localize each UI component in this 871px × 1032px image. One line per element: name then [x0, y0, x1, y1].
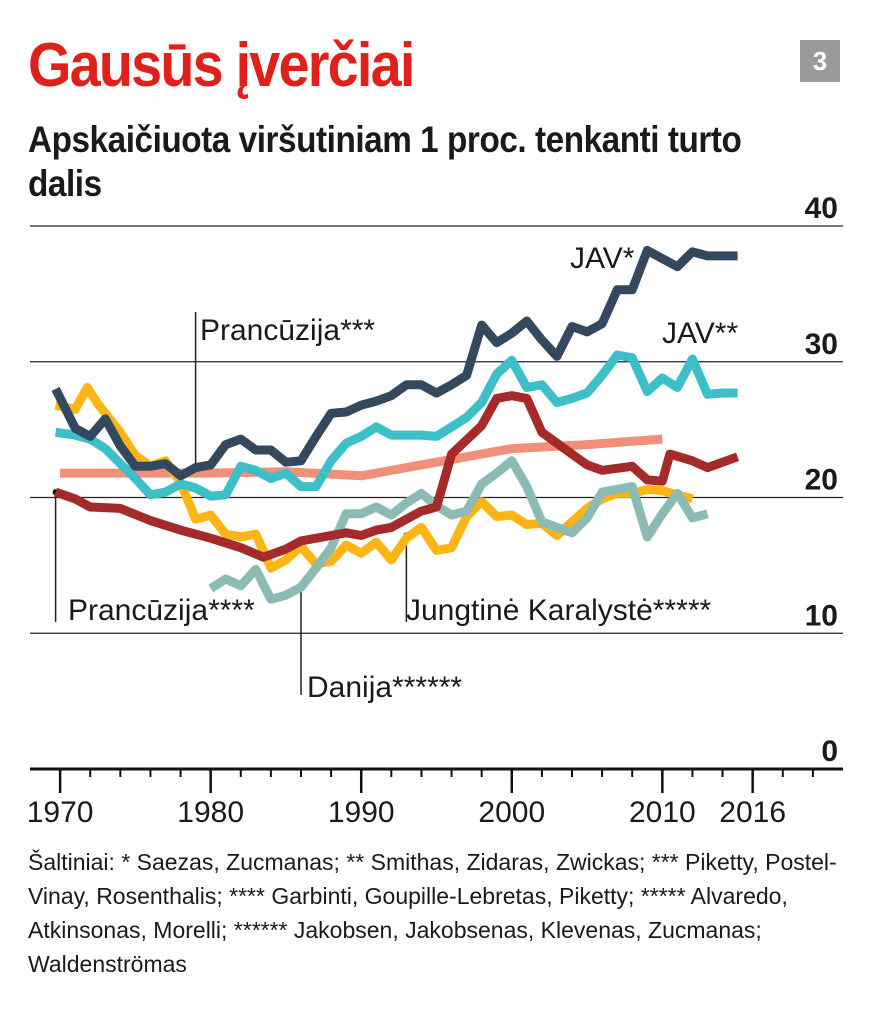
sources-note: Šaltiniai: * Saezas, Zucmanas; ** Smitha… [28, 849, 837, 977]
x-tick-label-2000: 2000 [478, 796, 545, 829]
y-tick-label-20: 20 [805, 464, 838, 497]
x-tick-label-1980: 1980 [177, 796, 244, 829]
x-tick-label-2016: 2016 [719, 796, 786, 829]
line-chart: 0 10 20 30 40 1970 1980 1990 2000 2010 2016 JAV* JAV… [27, 192, 843, 829]
series-line-6 [51, 245, 738, 481]
y-tick-label-40: 40 [805, 192, 838, 225]
series-line-5 [54, 350, 738, 501]
x-tick-label-1990: 1990 [328, 796, 395, 829]
chart-number-badge: 3 [800, 40, 840, 82]
label-jav-2: JAV** [662, 317, 738, 350]
label-prancuzija-3: Prancūzija*** [200, 314, 375, 347]
x-tick-label-2010: 2010 [629, 796, 696, 829]
label-jungtine-karalyste: Jungtinė Karalystė***** [406, 594, 712, 627]
y-tick-label-30: 30 [805, 328, 838, 361]
series-line-4 [54, 391, 740, 562]
label-prancuzija-4: Prancūzija**** [68, 594, 255, 627]
x-tick-label-1970: 1970 [27, 796, 94, 829]
y-tick-label-10: 10 [805, 599, 838, 632]
y-tick-label-0: 0 [821, 735, 838, 768]
label-danija: Danija****** [307, 671, 462, 704]
label-jav-1: JAV* [570, 242, 635, 275]
series-line-3 [208, 456, 709, 604]
chart-title: Gausūs įverčiai [28, 31, 415, 100]
chart-subtitle: Apskaičiuota viršutiniam 1 proc. tenkant… [28, 119, 742, 204]
